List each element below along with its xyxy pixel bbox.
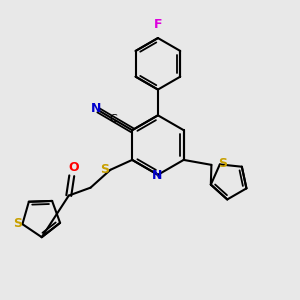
- Text: S: S: [218, 157, 227, 170]
- Text: S: S: [13, 217, 22, 230]
- Text: O: O: [68, 161, 79, 174]
- Text: S: S: [100, 163, 109, 176]
- Text: N: N: [152, 169, 162, 182]
- Text: F: F: [154, 18, 162, 31]
- Text: N: N: [91, 102, 102, 115]
- Text: C: C: [110, 114, 117, 124]
